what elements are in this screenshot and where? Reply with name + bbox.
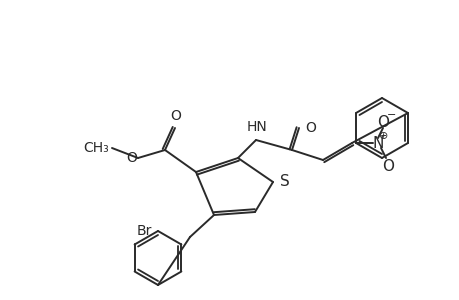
Text: O: O	[376, 115, 388, 130]
Text: Br: Br	[136, 224, 151, 238]
Text: O: O	[304, 121, 315, 135]
Text: O: O	[381, 158, 393, 173]
Text: ⊕: ⊕	[379, 131, 388, 141]
Text: O: O	[170, 109, 181, 123]
Text: HN: HN	[246, 120, 267, 134]
Text: N: N	[371, 136, 383, 151]
Text: S: S	[280, 175, 289, 190]
Text: O: O	[126, 151, 137, 165]
Text: −: −	[386, 110, 396, 120]
Text: CH₃: CH₃	[83, 141, 109, 155]
